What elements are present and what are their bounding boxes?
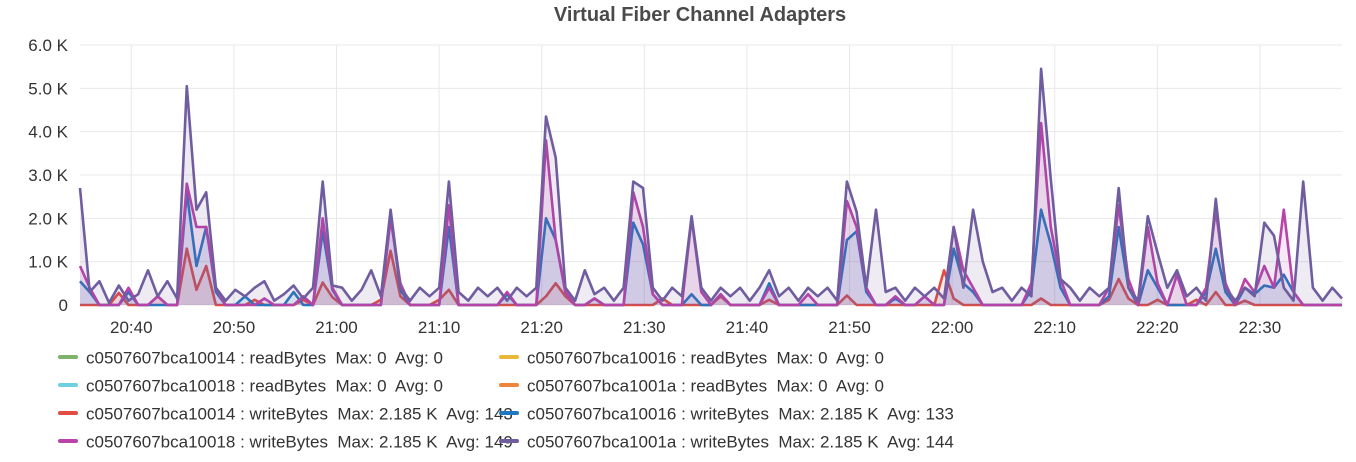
legend-item[interactable]: c0507607bca10014 : readBytes Max: 0 Avg:…: [58, 347, 443, 369]
y-tick-label: 5.0 K: [28, 79, 68, 98]
legend-swatch: [58, 410, 78, 415]
legend-label: c0507607bca1001a : writeBytes Max: 2.185…: [527, 432, 954, 452]
legend-label: c0507607bca10018 : readBytes Max: 0 Avg:…: [86, 376, 443, 396]
series-line-c0507607bca10018-writebytes[interactable]: [78, 121, 1342, 307]
x-tick-label: 20:40: [110, 318, 153, 337]
x-tick-label: 22:10: [1033, 318, 1076, 337]
legend-label: c0507607bca10014 : readBytes Max: 0 Avg:…: [86, 348, 443, 368]
legend-swatch: [58, 354, 78, 359]
legend-swatch: [499, 438, 519, 443]
legend-swatch: [58, 382, 78, 387]
legend-item[interactable]: c0507607bca10016 : readBytes Max: 0 Avg:…: [499, 347, 884, 369]
series-area-c0507607bca1001a-writebytes: [80, 68, 1342, 305]
legend-item[interactable]: c0507607bca10018 : writeBytes Max: 2.185…: [58, 431, 513, 453]
legend-swatch: [499, 354, 519, 359]
legend-swatch: [58, 438, 78, 443]
y-tick-label: 0: [59, 296, 68, 315]
legend-item[interactable]: c0507607bca10014 : writeBytes Max: 2.185…: [58, 403, 513, 425]
series-area-c0507607bca10016-writebytes: [80, 192, 1342, 305]
x-tick-label: 21:40: [726, 318, 769, 337]
legend-swatch: [499, 382, 519, 387]
series-area-c0507607bca10014-writebytes: [80, 248, 1342, 305]
y-tick-label: 4.0 K: [28, 123, 68, 142]
legend-label: c0507607bca10016 : readBytes Max: 0 Avg:…: [527, 348, 884, 368]
legend-item[interactable]: c0507607bca1001a : writeBytes Max: 2.185…: [499, 431, 954, 453]
x-tick-label: 22:00: [931, 318, 974, 337]
x-tick-label: 22:30: [1239, 318, 1282, 337]
x-tick-label: 22:20: [1136, 318, 1179, 337]
x-tick-label: 21:20: [520, 318, 563, 337]
x-tick-label: 21:00: [315, 318, 358, 337]
x-tick-label: 21:50: [828, 318, 871, 337]
legend-swatch: [499, 410, 519, 415]
legend-item[interactable]: c0507607bca10016 : writeBytes Max: 2.185…: [499, 403, 954, 425]
legend-label: c0507607bca1001a : readBytes Max: 0 Avg:…: [527, 376, 884, 396]
y-tick-label: 6.0 K: [28, 36, 68, 55]
plot-area[interactable]: 0 1.0 K 2.0 K 3.0 K 4.0 K 5.0 K 6.0 K 20:40 20:5…: [0, 0, 1356, 345]
x-tick-label: 21:30: [623, 318, 666, 337]
series-line-c0507607bca1001a-writebytes[interactable]: [78, 67, 1343, 305]
x-tick-label: 20:50: [213, 318, 256, 337]
y-tick-label: 2.0 K: [28, 209, 68, 228]
y-tick-label: 1.0 K: [28, 253, 68, 272]
x-tick-label: 21:10: [418, 318, 461, 337]
legend-label: c0507607bca10016 : writeBytes Max: 2.185…: [527, 404, 954, 424]
legend-item[interactable]: c0507607bca10018 : readBytes Max: 0 Avg:…: [58, 375, 443, 397]
y-tick-label: 3.0 K: [28, 166, 68, 185]
legend-item[interactable]: c0507607bca1001a : readBytes Max: 0 Avg:…: [499, 375, 884, 397]
legend-label: c0507607bca10014 : writeBytes Max: 2.185…: [86, 404, 513, 424]
chart-title: Virtual Fiber Channel Adapters: [553, 4, 847, 26]
legend-label: c0507607bca10018 : writeBytes Max: 2.185…: [86, 432, 513, 452]
